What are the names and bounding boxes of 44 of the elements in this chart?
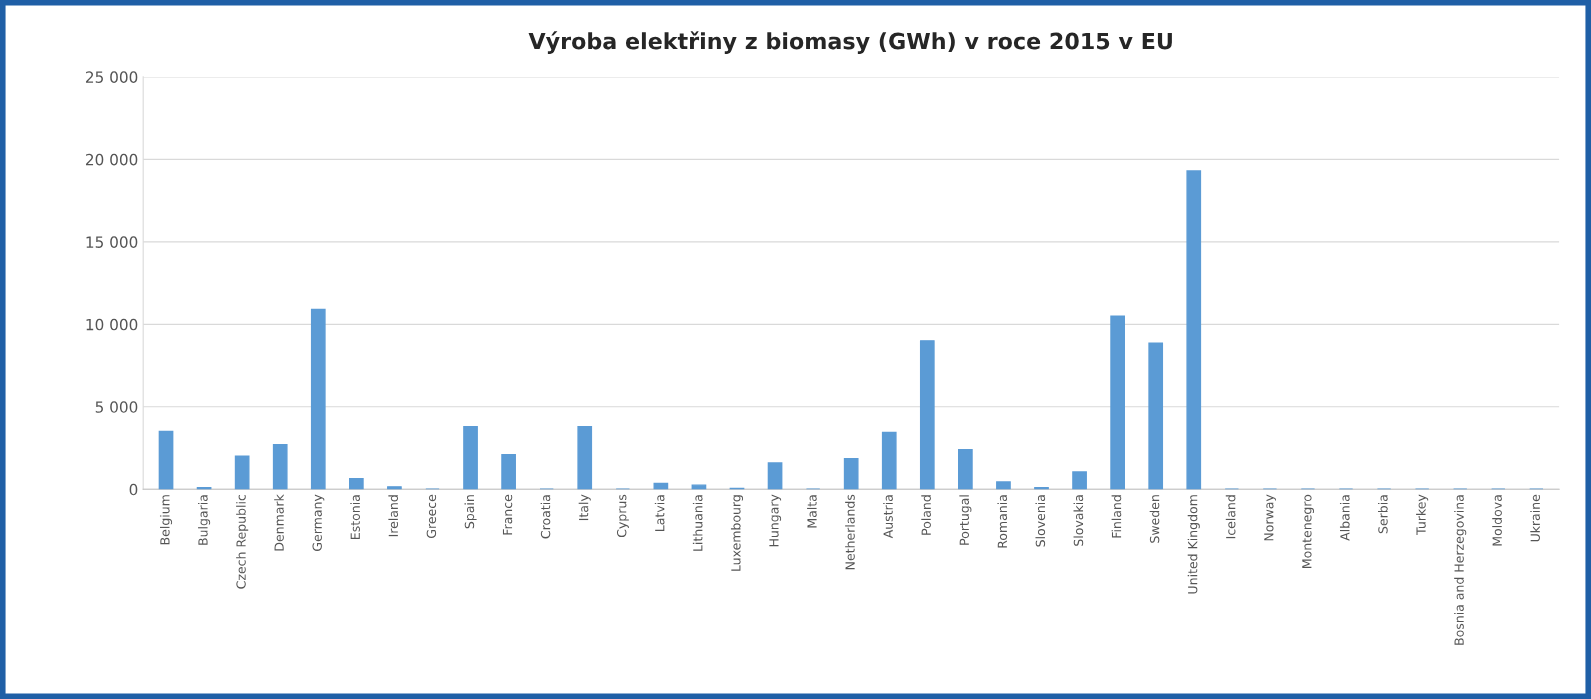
x-tick-label: Norway bbox=[1264, 494, 1276, 541]
y-tick-label: 15 000 bbox=[86, 236, 138, 248]
x-tick-label: Germany bbox=[312, 494, 325, 551]
x-tick-label: United Kingdom bbox=[1187, 495, 1200, 594]
x-tick-label: Montenegro bbox=[1302, 494, 1314, 568]
x-tick-label: Bulgaria bbox=[198, 495, 211, 545]
x-tick-label: Finland bbox=[1111, 495, 1122, 538]
x-tick-label: Austria bbox=[883, 495, 893, 539]
x-tick-label: Cyprus bbox=[616, 494, 629, 538]
x-tick-label: Czech Republic bbox=[236, 494, 249, 589]
x-tick-label: Belgium bbox=[159, 495, 173, 545]
x-tick-label: Albania bbox=[1339, 495, 1350, 541]
x-tick-label: Greece bbox=[426, 494, 437, 538]
x-tick-label: Romania bbox=[997, 495, 1008, 548]
x-tick-label: Slovenia bbox=[1035, 495, 1046, 547]
chart-title: Výroba elektřiny z biomasy (GWh) v roce 2015 v EU bbox=[528, 31, 1172, 54]
x-tick-label: Lithuania bbox=[692, 495, 703, 551]
x-tick-label: Denmark bbox=[274, 494, 284, 551]
x-tick-label: Ireland bbox=[388, 495, 399, 537]
x-tick-label: Portugal bbox=[959, 495, 972, 545]
y-tick-label: 10 000 bbox=[86, 318, 138, 331]
x-tick-label: Slovakia bbox=[1073, 495, 1084, 546]
y-tick-label: 0 bbox=[129, 483, 138, 496]
x-tick-label: Bosnia and Herzegovina bbox=[1454, 495, 1467, 645]
x-tick-label: Malta bbox=[807, 495, 817, 528]
x-tick-label: Spain bbox=[464, 495, 477, 529]
x-tick-label: Poland bbox=[921, 495, 931, 535]
x-tick-label: Estonia bbox=[350, 495, 360, 539]
y-tick-label: 5 000 bbox=[95, 401, 138, 413]
x-tick-label: France bbox=[502, 494, 513, 535]
y-tick-label: 20 000 bbox=[85, 153, 138, 166]
x-tick-label: Netherlands bbox=[845, 494, 855, 570]
x-tick-label: Turkey bbox=[1416, 494, 1429, 535]
x-tick-label: Latvia bbox=[654, 495, 665, 531]
x-tick-label: Serbia bbox=[1378, 495, 1388, 534]
x-tick-label: Sweden bbox=[1149, 495, 1160, 543]
x-tick-label: Luxembourg bbox=[730, 495, 744, 571]
x-tick-label: Ukraine bbox=[1530, 494, 1540, 542]
x-tick-label: Moldova bbox=[1492, 495, 1502, 546]
x-tick-label: Italy bbox=[578, 494, 591, 521]
x-tick-label: Iceland bbox=[1225, 495, 1236, 539]
x-tick-label: Croatia bbox=[540, 495, 551, 539]
y-tick-label: 25 000 bbox=[85, 71, 138, 83]
x-tick-label: Hungary bbox=[769, 494, 782, 547]
